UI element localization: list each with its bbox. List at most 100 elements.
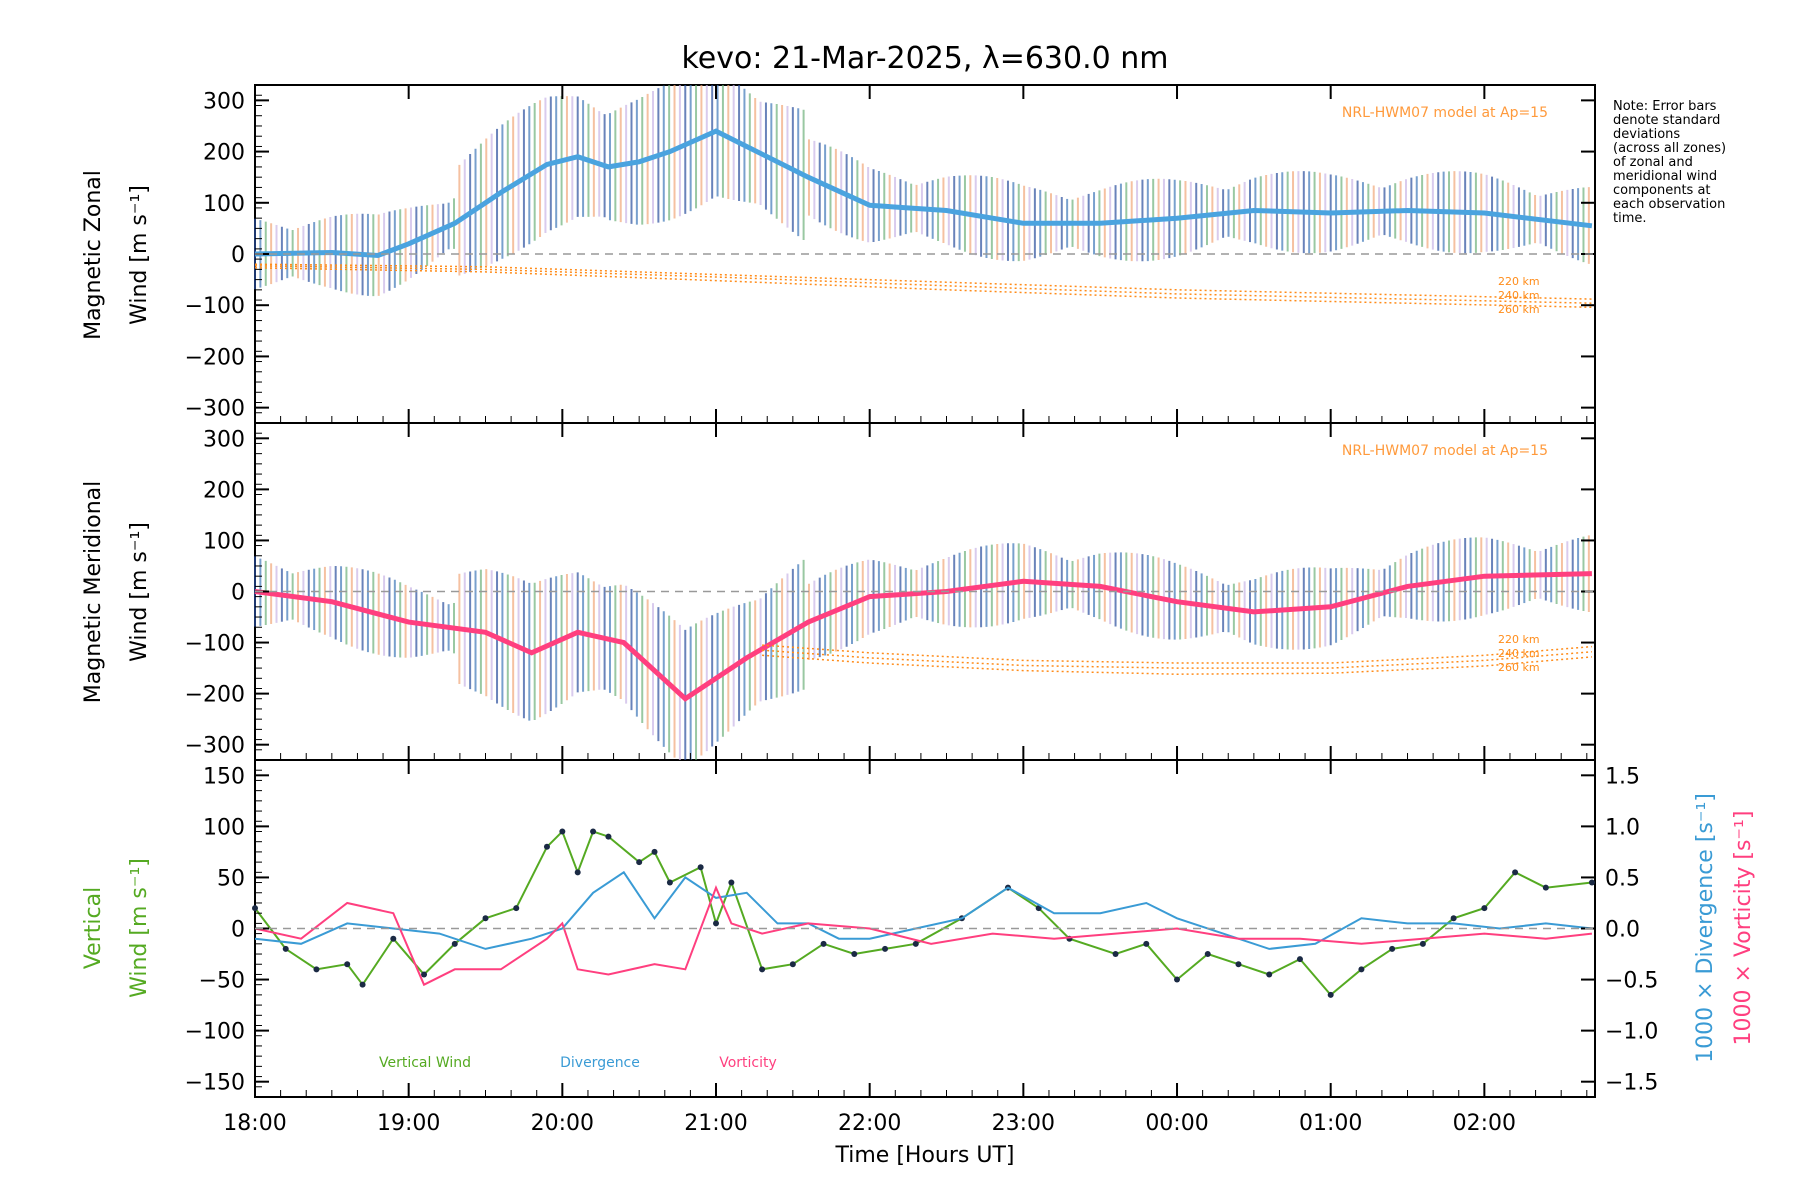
meridional-series: [254, 571, 1592, 702]
note-line-2: denote standard: [1613, 113, 1720, 128]
note-block: Note: Error bars denote standard deviati…: [1613, 99, 1726, 226]
series-line-mean-zonal-wind: [254, 128, 1593, 259]
vertical-wind-point: [789, 961, 796, 968]
xtick-label: 00:00: [1145, 1111, 1208, 1136]
vertical-wind-point: [513, 905, 520, 912]
vertical-wind-point: [1327, 991, 1334, 998]
vertical-wind-point: [1174, 976, 1181, 983]
ytick-label: −300: [185, 397, 245, 422]
vertical-wind-point: [1419, 940, 1426, 947]
xtick-label: 23:00: [992, 1111, 1055, 1136]
legend-vertical-wind: Vertical Wind: [379, 1055, 471, 1071]
meridional-alt-220: 220 km: [1498, 633, 1540, 646]
xtick-label: 22:00: [838, 1111, 901, 1136]
ytick-label: 100: [203, 192, 245, 217]
vertical-wind-point: [1389, 945, 1396, 952]
ytick-label: −200: [185, 683, 245, 708]
vertical-wind-point: [759, 966, 766, 973]
ytick-label: 100: [203, 815, 245, 840]
ytick-label: 300: [203, 427, 245, 452]
meridional-y-ticks: 300 200 100 0 −100 −200 −300: [185, 422, 1595, 761]
vertical-wind-point: [559, 828, 566, 835]
note-line-5: of zonal and: [1613, 155, 1693, 170]
vertical-wind-point: [313, 966, 320, 973]
vertical-wind-point: [1588, 879, 1595, 886]
vertical-wind-point: [1266, 971, 1273, 978]
vertical-wind-point: [252, 905, 258, 912]
meridional-alt-260: 260 km: [1498, 661, 1540, 674]
vorticity-y2label-text: 1000 × Vorticity [s⁻¹]: [1731, 811, 1756, 1046]
ytick-label: 300: [203, 89, 245, 114]
zonal-y-ticks: 300 200 100 0 −100 −200 −300: [185, 84, 1595, 424]
vertical-wind-point: [482, 915, 489, 922]
divergence-y2label-text: 1000 × Divergence [s⁻¹]: [1693, 793, 1718, 1063]
vertical-wind-point: [1450, 915, 1457, 922]
vertical-wind-point: [1542, 884, 1549, 891]
note-line-8: each observation: [1613, 197, 1725, 212]
ytick-label: −200: [185, 345, 245, 370]
vertical-wind-point: [390, 935, 397, 942]
legend-divergence: Divergence: [560, 1055, 640, 1071]
meridional-ylabel-line1: Magnetic Meridional: [81, 481, 106, 703]
legend-vorticity: Vorticity: [719, 1055, 777, 1071]
vertical-ylabel-line1: Vertical: [81, 887, 106, 969]
vertical-wind-point: [344, 961, 351, 968]
vertical-wind-point: [451, 940, 458, 947]
vertical-wind-point: [421, 971, 428, 978]
y2tick-label: 0.5: [1605, 866, 1640, 891]
vertical-wind-point: [912, 940, 919, 947]
vertical-wind-point: [1204, 951, 1211, 958]
y2tick-label: −1.0: [1605, 1020, 1658, 1045]
y2tick-label: 0.0: [1605, 918, 1640, 943]
vertical-wind-point: [666, 879, 673, 886]
vertical-wind-point: [282, 945, 289, 952]
ytick-label: 0: [231, 918, 245, 943]
vertical-wind-point: [820, 940, 827, 947]
zonal-alt-240: 240 km: [1498, 289, 1540, 302]
ytick-label: −100: [185, 632, 245, 657]
ytick-label: 150: [203, 764, 245, 789]
xtick-label: 20:00: [531, 1111, 594, 1136]
zonal-ylabel-line2: Wind [m s⁻¹]: [127, 185, 152, 325]
series-line-divergence: [254, 870, 1593, 950]
note-line-3: deviations: [1613, 127, 1680, 142]
ytick-label: 0: [231, 581, 245, 606]
series-line-nrl-hwm07-260-km: [254, 267, 1592, 309]
vertical-wind-point: [882, 945, 889, 952]
zonal-model-label: NRL-HWM07 model at Ap=15: [1342, 105, 1548, 121]
vertical-wind-point: [651, 848, 658, 855]
meridional-ylabel-line2: Wind [m s⁻¹]: [127, 522, 152, 662]
vertical-wind-point: [605, 833, 612, 840]
zonal-series: [254, 128, 1593, 309]
xtick-label: 19:00: [377, 1111, 440, 1136]
zonal-alt-260: 260 km: [1498, 303, 1540, 316]
xtick-label: 18:00: [223, 1111, 286, 1136]
vertical-wind-point: [1112, 951, 1119, 958]
y2tick-label: 1.0: [1605, 815, 1640, 840]
note-line-1: Note: Error bars: [1613, 99, 1717, 114]
xtick-label: 01:00: [1299, 1111, 1362, 1136]
note-line-9: time.: [1613, 211, 1647, 226]
xtick-label: 02:00: [1453, 1111, 1516, 1136]
ytick-label: 100: [203, 529, 245, 554]
vertical-wind-point: [543, 843, 550, 850]
vertical-wind-point: [1358, 966, 1365, 973]
zonal-ylabel-line1: Magnetic Zonal: [81, 170, 106, 340]
note-line-7: components at: [1613, 183, 1711, 198]
chart-title: kevo: 21-Mar-2025, λ=630.0 nm: [682, 41, 1169, 76]
series-line-vorticity: [254, 885, 1593, 987]
ytick-label: −50: [199, 969, 245, 994]
vertical-wind-point: [851, 951, 858, 958]
vertical-ylabel-line2: Wind [m s⁻¹]: [127, 858, 152, 998]
series-line-mean-meridional-wind: [254, 571, 1592, 702]
divergence-y2label: 1000 × Divergence [s⁻¹]: [1693, 793, 1718, 1063]
note-line-4: (across all zones): [1613, 141, 1726, 156]
ytick-label: −300: [185, 734, 245, 759]
series-line-vertical-wind: [254, 829, 1593, 997]
meridional-model-label: NRL-HWM07 model at Ap=15: [1342, 443, 1548, 459]
y2tick-label: −1.5: [1605, 1071, 1658, 1096]
series-line-nrl-hwm07-260-km: [762, 654, 1592, 675]
series-line-nrl-hwm07-220-km: [254, 263, 1592, 300]
ytick-label: 50: [217, 866, 245, 891]
vertical-wind-point: [1481, 905, 1488, 912]
